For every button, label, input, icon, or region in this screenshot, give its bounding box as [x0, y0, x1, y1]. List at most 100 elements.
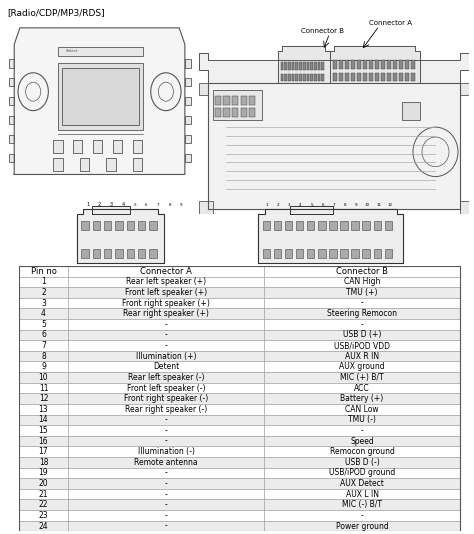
Text: Pin no: Pin no [30, 267, 56, 276]
Text: 4: 4 [299, 203, 302, 207]
Text: 19: 19 [331, 268, 337, 272]
Bar [284, 74, 287, 82]
Text: -: - [164, 490, 167, 499]
Bar [185, 154, 191, 162]
Text: 20: 20 [39, 479, 48, 488]
Text: -: - [164, 511, 167, 520]
Bar [73, 140, 82, 153]
Polygon shape [290, 206, 333, 214]
Bar [375, 60, 379, 69]
Bar [285, 222, 292, 230]
Bar [264, 319, 460, 329]
Bar [212, 90, 262, 120]
Bar [264, 362, 460, 372]
Text: -: - [164, 437, 167, 445]
Bar [133, 158, 142, 171]
Bar [9, 154, 14, 162]
Bar [318, 249, 326, 258]
Bar [249, 108, 255, 117]
Bar [399, 60, 403, 69]
Bar [351, 73, 355, 82]
Text: TMU (-): TMU (-) [348, 415, 376, 425]
Bar [307, 249, 314, 258]
Bar [93, 140, 102, 153]
Bar [68, 351, 264, 362]
Bar [127, 249, 134, 258]
Bar [281, 74, 283, 82]
Text: Front left speaker (-): Front left speaker (-) [127, 383, 205, 392]
Bar [363, 222, 370, 230]
Text: Front right speaker (-): Front right speaker (-) [124, 394, 208, 403]
Bar [273, 249, 281, 258]
Bar [19, 383, 68, 394]
Bar [68, 414, 264, 425]
Bar [375, 73, 379, 82]
Bar [68, 436, 264, 446]
Bar [68, 521, 264, 531]
Bar [363, 73, 367, 82]
Bar [299, 74, 302, 82]
Text: -: - [361, 320, 364, 329]
Bar [264, 489, 460, 499]
Text: 2: 2 [41, 288, 46, 297]
Text: 9: 9 [355, 203, 358, 207]
Text: 3: 3 [288, 203, 291, 207]
Text: AUX L IN: AUX L IN [346, 490, 379, 499]
Bar [264, 414, 460, 425]
Bar [68, 457, 264, 468]
Bar [80, 158, 89, 171]
Text: 9: 9 [180, 203, 183, 207]
Text: 14: 14 [275, 268, 281, 272]
Text: 4: 4 [41, 309, 46, 318]
Text: CAN Low: CAN Low [345, 405, 379, 414]
Bar [106, 158, 116, 171]
Bar [19, 309, 68, 319]
Text: 10: 10 [82, 268, 88, 273]
Bar [264, 457, 460, 468]
Text: 15: 15 [39, 426, 48, 435]
Text: 3: 3 [109, 202, 113, 207]
Text: Rear left speaker (+): Rear left speaker (+) [126, 277, 206, 286]
Bar [405, 73, 409, 82]
Bar [68, 489, 264, 499]
Bar [9, 97, 14, 105]
Polygon shape [208, 83, 460, 209]
Text: 2: 2 [277, 203, 279, 207]
Bar [68, 287, 264, 298]
Bar [199, 201, 212, 214]
Bar [303, 62, 306, 70]
Bar [19, 351, 68, 362]
Bar [264, 309, 460, 319]
Bar [58, 47, 143, 56]
Text: Rear right speaker (+): Rear right speaker (+) [123, 309, 209, 318]
Bar [264, 383, 460, 394]
Text: -: - [361, 511, 364, 520]
Text: -: - [361, 299, 364, 308]
Bar [232, 108, 238, 117]
Text: 6: 6 [41, 331, 46, 340]
Bar [329, 249, 337, 258]
Text: 11: 11 [39, 383, 48, 392]
Text: 12: 12 [39, 394, 48, 403]
Bar [185, 116, 191, 124]
Bar [9, 59, 14, 68]
Bar [384, 249, 392, 258]
Text: -: - [164, 331, 167, 340]
Bar [62, 68, 139, 125]
Text: 21: 21 [354, 268, 359, 272]
Bar [351, 60, 355, 69]
Bar [68, 362, 264, 372]
Text: 23: 23 [376, 268, 382, 272]
Bar [9, 135, 14, 143]
Text: Connector A: Connector A [140, 267, 192, 276]
Text: 24: 24 [39, 522, 48, 530]
Bar [296, 222, 303, 230]
Bar [405, 60, 409, 69]
Bar [82, 249, 89, 258]
Text: Illumination (+): Illumination (+) [136, 352, 196, 360]
Text: Speed: Speed [350, 437, 374, 445]
Bar [185, 135, 191, 143]
Bar [299, 62, 302, 70]
Bar [19, 329, 68, 340]
Bar [115, 222, 123, 230]
